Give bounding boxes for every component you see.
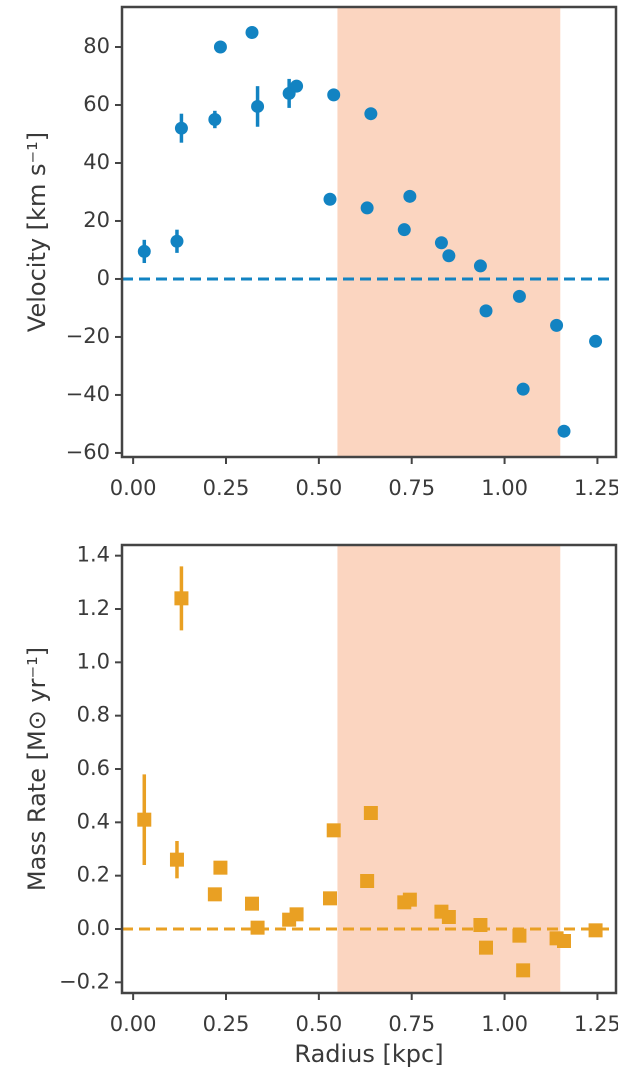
point (397, 223, 411, 237)
point (213, 860, 228, 875)
point (516, 963, 531, 978)
point (251, 99, 265, 113)
y-tick-label: 0.6 (77, 756, 110, 780)
y-tick-label: 0.4 (77, 809, 110, 833)
point (327, 88, 341, 102)
point (516, 382, 530, 396)
point (170, 234, 184, 248)
x-tick-label: 0.25 (203, 1012, 250, 1036)
x-tick-label: 0.50 (295, 476, 342, 500)
point (550, 318, 564, 332)
point (588, 923, 603, 938)
point (557, 934, 571, 948)
y-axis-label: Mass Rate [M⊙ yr⁻¹] (23, 647, 51, 891)
point (402, 892, 417, 907)
x-tick-label: 0.75 (388, 1012, 435, 1036)
point (364, 107, 378, 121)
point (479, 304, 493, 318)
point (473, 259, 487, 273)
y-tick-label: 1.4 (77, 543, 110, 567)
point (441, 910, 456, 924)
shaded-region (337, 545, 561, 993)
x-tick-label: 1.25 (574, 1012, 618, 1036)
x-tick-label: 0.25 (203, 476, 250, 500)
point (213, 40, 227, 54)
x-tick-label: 0.50 (295, 1012, 342, 1036)
point (323, 192, 337, 206)
axes-frame (120, 5, 618, 459)
y-tick-label: 80 (83, 34, 110, 58)
point (250, 920, 265, 935)
point (512, 289, 526, 303)
point (434, 236, 448, 250)
axes-frame (120, 543, 618, 995)
y-tick-label: 1.0 (77, 649, 110, 673)
point (589, 334, 603, 348)
point (512, 928, 527, 943)
y-tick-label: 40 (83, 150, 110, 174)
y-axis-label: Velocity [km s⁻¹] (23, 132, 51, 332)
y-tick-label: 0.2 (77, 863, 110, 887)
x-tick-label: 1.00 (481, 1012, 528, 1036)
point (360, 874, 375, 888)
x-tick-label: 0.00 (110, 476, 157, 500)
y-tick-label: 0.8 (77, 703, 110, 727)
point (137, 812, 152, 827)
y-tick-label: 0 (97, 266, 110, 290)
y-tick-label: −40 (66, 382, 110, 406)
x-axis-label: Radius [kpc] (294, 1040, 443, 1068)
point (326, 823, 341, 838)
point (479, 940, 493, 955)
y-tick-label: 20 (83, 208, 110, 232)
point (557, 424, 571, 438)
x-tick-label: 1.00 (481, 476, 528, 500)
point (403, 189, 417, 203)
point (290, 79, 304, 93)
point (208, 113, 222, 126)
y-tick-label: 60 (83, 92, 110, 116)
point (360, 201, 374, 215)
y-tick-label: 0.0 (77, 916, 110, 940)
point (363, 806, 378, 820)
point (169, 852, 184, 867)
x-tick-label: 1.25 (574, 476, 618, 500)
point (137, 244, 151, 258)
y-tick-label: −60 (66, 440, 110, 464)
point (245, 896, 259, 911)
shaded-region (337, 7, 561, 457)
point (174, 121, 188, 135)
x-tick-label: 0.00 (110, 1012, 157, 1036)
point (174, 591, 189, 606)
y-tick-label: 1.2 (77, 596, 110, 620)
y-tick-label: −20 (66, 324, 110, 348)
point (473, 918, 488, 932)
x-tick-label: 0.75 (388, 476, 435, 500)
point (289, 907, 304, 922)
point (207, 887, 222, 902)
y-tick-label: −0.2 (59, 969, 110, 993)
point (442, 249, 456, 263)
point (245, 26, 259, 40)
point (323, 891, 337, 906)
